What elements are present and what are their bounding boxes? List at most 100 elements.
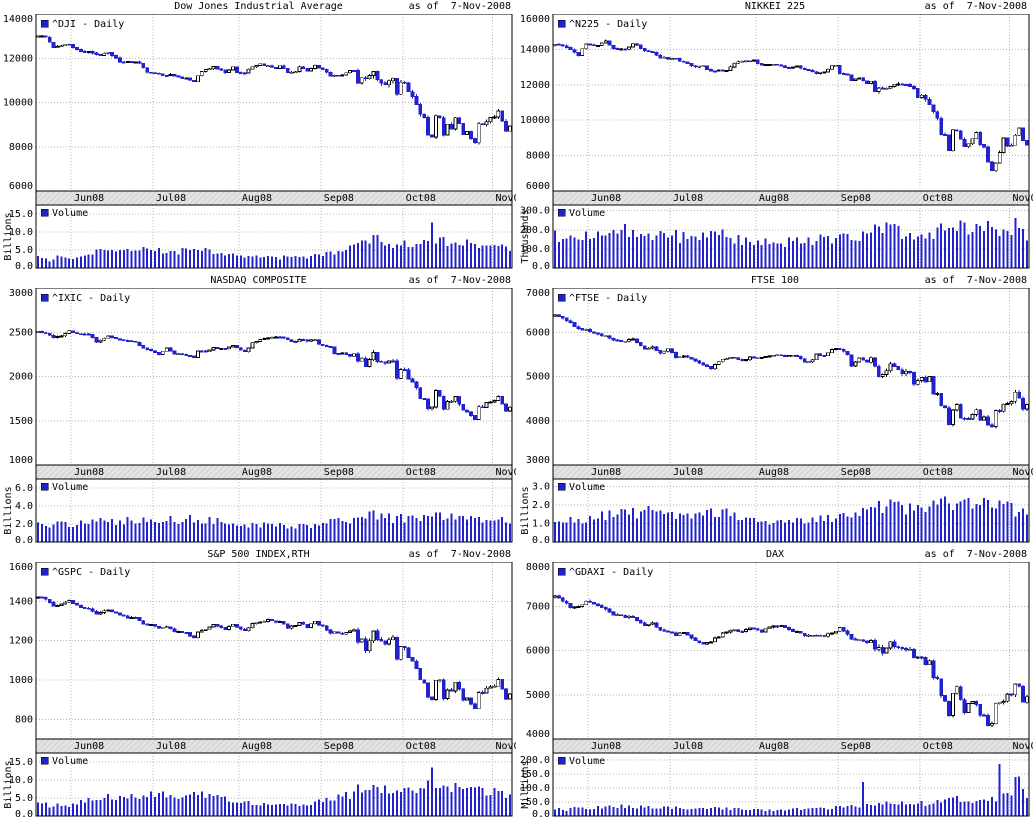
price-axis-label: 5000 [526, 372, 550, 383]
month-label: Aug08 [242, 193, 272, 204]
price-axis-label: 12000 [3, 53, 33, 64]
month-label: Oct08 [406, 467, 436, 478]
volume-legend: Volume [557, 482, 605, 493]
price-axis-label: 10000 [520, 115, 550, 126]
as-of-label: as of 7-Nov-2008 [924, 549, 1027, 560]
price-panel: 6000 8000 10000 12000 14000 16000 ^N225 - Dail… [520, 14, 1030, 192]
chart-cell-dax: DAX as of 7-Nov-2008 4000 5000 6000 7000 800… [517, 548, 1033, 822]
legend-label: ^IXIC - Daily [52, 293, 130, 304]
month-label: Jul08 [673, 741, 703, 752]
volume-unit-label: Millions [520, 760, 531, 808]
volume-axis-label: 10.0 [9, 775, 33, 786]
volume-bars [37, 767, 511, 816]
legend-label: ^FTSE - Daily [569, 293, 647, 304]
volume-unit-label: Billions [3, 760, 14, 808]
month-label: Sep08 [841, 741, 871, 752]
legend-label: ^GDAXI - Daily [569, 567, 653, 578]
volume-panel: 0.0 5.0 10.0 15.0 Volume Billions [3, 204, 513, 270]
price-axis-label: 6000 [526, 646, 550, 657]
chart-header: NASDAQ COMPOSITE as of 7-Nov-2008 [0, 274, 517, 288]
legend-label: ^N225 - Daily [569, 19, 647, 30]
volume-legend: Volume [557, 208, 605, 219]
month-label: Sep08 [841, 193, 871, 204]
volume-unit-label: Billions [3, 212, 14, 260]
volume-axis-label: 0.0 [532, 535, 550, 544]
month-label: Aug08 [242, 741, 272, 752]
volume-axis-label: 1.0 [532, 519, 550, 530]
month-label: Jun08 [591, 741, 621, 752]
price-axis-label: 8000 [526, 562, 550, 573]
month-label: Nov08 [1013, 467, 1033, 478]
price-axis-label: 5000 [526, 690, 550, 701]
volume-panel: 0.0 2.0 4.0 6.0 Volume Billions [3, 478, 513, 544]
legend-swatch-icon [557, 293, 566, 302]
volume-axis-label: 2.0 [15, 519, 33, 530]
volume-unit-label: Thousands [520, 209, 531, 263]
chart-cell-sp500: S&P 500 INDEX,RTH as of 7-Nov-2008 800 10… [0, 548, 517, 822]
legend-label: ^DJI - Daily [52, 19, 124, 30]
legend-swatch-icon [40, 482, 49, 491]
chart-title: NIKKEI 225 [744, 1, 806, 12]
month-label: Jun08 [74, 741, 104, 752]
chart-cell-nasdaq: NASDAQ COMPOSITE as of 7-Nov-2008 1000 15… [0, 274, 517, 548]
volume-axis-label: 0.0 [15, 535, 33, 544]
price-axis-label: 16000 [520, 14, 550, 25]
volume-axis-label: 0.0 [532, 261, 550, 270]
price-axis-label: 7000 [526, 601, 550, 612]
legend-label: Volume [52, 208, 88, 219]
legend-label: Volume [569, 756, 605, 767]
chart-cell-dow-jones: Dow Jones Industrial Average as of 7-Nov… [0, 0, 517, 274]
price-axis-label: 1200 [9, 636, 33, 647]
legend-swatch-icon [40, 208, 49, 217]
candles [36, 35, 512, 145]
price-axis-label: 8000 [526, 151, 550, 162]
price-axis-label: 1500 [9, 416, 33, 427]
volume-axis-label: 300.0 [520, 206, 550, 217]
price-axis-label: 1400 [9, 596, 33, 607]
volume-legend: Volume [557, 756, 605, 767]
chart-cell-ftse: FTSE 100 as of 7-Nov-2008 3000 4000 5000 60… [517, 274, 1033, 548]
price-axis-label: 1000 [9, 455, 33, 466]
price-axis-label: 4000 [526, 416, 550, 427]
volume-axis-label: 0.0 [532, 809, 550, 818]
month-label: Oct08 [923, 741, 953, 752]
volume-unit-label: Billions [3, 486, 14, 534]
month-label: Jun08 [591, 193, 621, 204]
x-axis-strip: Jun08 Jul08 Aug08 Sep08 Oct08 Nov08 [552, 738, 1033, 754]
price-axis-label: 6000 [526, 181, 550, 192]
volume-axis-label: 4.0 [15, 501, 33, 512]
legend-swatch-icon [557, 19, 566, 28]
price-axis-label: 2000 [9, 372, 33, 383]
volume-legend: Volume [40, 482, 88, 493]
month-label: Oct08 [923, 193, 953, 204]
price-axis-label: 8000 [9, 142, 33, 153]
candles [36, 330, 512, 420]
as-of-label: as of 7-Nov-2008 [408, 1, 511, 12]
month-label: Aug08 [759, 741, 789, 752]
price-legend: ^N225 - Daily [557, 19, 647, 30]
price-axis-label: 6000 [526, 327, 550, 338]
month-label: Sep08 [841, 467, 871, 478]
x-axis-strip: Jun08 Jul08 Aug08 Sep08 Oct08 Nov08 [552, 190, 1033, 206]
price-axis-label: 12000 [520, 80, 550, 91]
legend-swatch-icon [40, 19, 49, 28]
volume-axis-label: 6.0 [15, 483, 33, 494]
month-label: Nov08 [496, 193, 517, 204]
volume-axis-label: 5.0 [15, 245, 33, 256]
price-axis-label: 2500 [9, 327, 33, 338]
volume-axis-label: 10.0 [9, 227, 33, 238]
month-label: Oct08 [923, 467, 953, 478]
price-panel: 4000 5000 6000 7000 8000 ^GDAXI - Daily [526, 562, 1030, 740]
volume-axis-label: 100.0 [520, 783, 550, 794]
price-panel: 3000 4000 5000 6000 7000 ^FTSE - Daily [526, 288, 1030, 466]
volume-panel: 0.050.0 100.0 150.0 200.0 Volume Millions [520, 752, 1030, 818]
candles [553, 39, 1029, 172]
candlestick-chart: 6000 8000 10000 12000 14000 16000 ^N225 - Dail… [520, 14, 1033, 270]
month-label: Sep08 [324, 741, 354, 752]
x-axis-strip: Jun08 Jul08 Aug08 Sep08 Oct08 Nov08 [35, 738, 516, 754]
month-label: Jul08 [156, 193, 186, 204]
